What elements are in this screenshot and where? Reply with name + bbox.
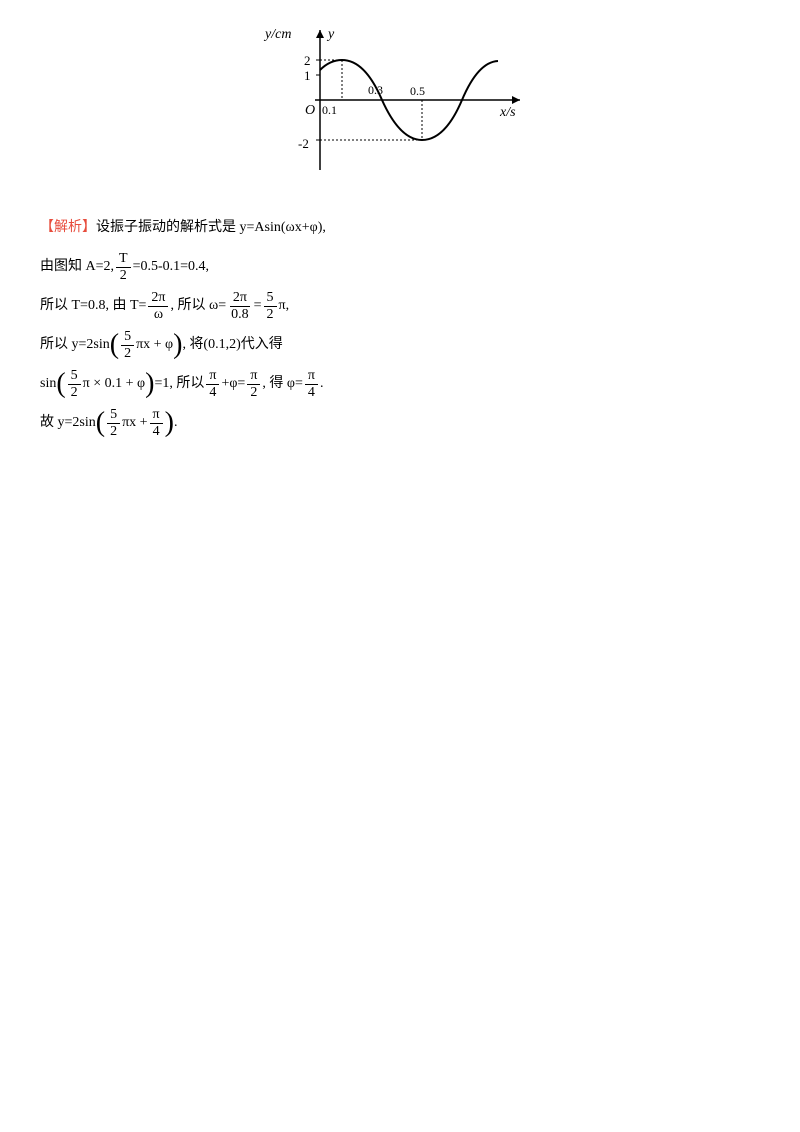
frac-num: π bbox=[305, 369, 318, 385]
xtick-01: 0.1 bbox=[322, 103, 337, 117]
frac-num: 5 bbox=[121, 330, 134, 346]
line3-frac1: 2π ω bbox=[148, 291, 168, 322]
line2-frac: T 2 bbox=[116, 252, 131, 283]
line4-prefix: 所以 y=2sin bbox=[40, 330, 110, 361]
line3-eq: = bbox=[254, 291, 262, 322]
line1-text: 设振子振动的解析式是 y=Asin(ωx+φ), bbox=[96, 213, 326, 244]
line5-prefix: sin bbox=[40, 369, 56, 400]
line5-comma: , 得 φ= bbox=[262, 369, 302, 400]
frac-num: π bbox=[206, 369, 219, 385]
frac-den: 2 bbox=[68, 385, 81, 400]
y-axis-label: y/cm bbox=[263, 27, 291, 42]
line-3: 所以 T=0.8, 由 T= 2π ω , 所以 ω= 2π 0.8 = 5 2… bbox=[40, 291, 760, 322]
ytick-2: 2 bbox=[304, 53, 311, 68]
frac-num: π bbox=[247, 369, 260, 385]
line5-frac4: π 4 bbox=[305, 369, 318, 400]
line-5: sin ( 5 2 π × 0.1 + φ ) =1, 所以 π 4 +φ= π… bbox=[40, 369, 760, 400]
frac-den: 0.8 bbox=[228, 307, 252, 322]
line4-suffix: , 将(0.1,2)代入得 bbox=[182, 330, 282, 361]
origin-label: O bbox=[305, 103, 315, 118]
frac-num: 5 bbox=[107, 408, 120, 424]
line4-mid: πx + φ bbox=[136, 330, 173, 361]
line5-plus: +φ= bbox=[221, 369, 245, 400]
frac-den: 2 bbox=[264, 307, 277, 322]
ytick-neg2: -2 bbox=[298, 136, 309, 151]
frac-num: 2π bbox=[230, 291, 250, 307]
line4-frac: 5 2 bbox=[121, 330, 134, 361]
line3-frac2: 2π 0.8 bbox=[228, 291, 252, 322]
line-4: 所以 y=2sin ( 5 2 πx + φ ) , 将(0.1,2)代入得 bbox=[40, 330, 760, 361]
line6-frac2: π 4 bbox=[150, 408, 163, 439]
graph-container: y/cm y x/s O 2 1 -2 0.1 0.3 0.5 bbox=[40, 20, 760, 193]
frac-den: 2 bbox=[247, 385, 260, 400]
y-arrow-label: y bbox=[326, 27, 335, 42]
line-2: 由图知 A=2, T 2 =0.5-0.1=0.4, bbox=[40, 252, 760, 283]
line3-mid: , 所以 ω= bbox=[170, 291, 226, 322]
line5-frac2: π 4 bbox=[206, 369, 219, 400]
line3-prefix: 所以 T=0.8, 由 T= bbox=[40, 291, 146, 322]
line-1: 【解析】 设振子振动的解析式是 y=Asin(ωx+φ), bbox=[40, 213, 760, 244]
line3-suffix: π, bbox=[279, 291, 290, 322]
frac-num: 5 bbox=[264, 291, 277, 307]
frac-num: T bbox=[116, 252, 131, 268]
line-6: 故 y=2sin ( 5 2 πx + π 4 ) . bbox=[40, 408, 760, 439]
xtick-05: 0.5 bbox=[410, 84, 425, 98]
frac-num: 5 bbox=[68, 369, 81, 385]
frac-den: 4 bbox=[305, 385, 318, 400]
frac-den: 2 bbox=[117, 268, 130, 283]
line5-frac3: π 2 bbox=[247, 369, 260, 400]
line5-suffix: . bbox=[320, 369, 324, 400]
line6-mid: πx + bbox=[122, 408, 147, 439]
ytick-1: 1 bbox=[304, 68, 311, 83]
line5-after-paren: =1, 所以 bbox=[154, 369, 204, 400]
frac-den: 2 bbox=[107, 424, 120, 439]
frac-den: 2 bbox=[121, 346, 134, 361]
line5-frac1: 5 2 bbox=[68, 369, 81, 400]
analysis-label: 【解析】 bbox=[40, 213, 96, 244]
frac-num: 2π bbox=[148, 291, 168, 307]
frac-num: π bbox=[150, 408, 163, 424]
frac-den: 4 bbox=[206, 385, 219, 400]
line6-prefix: 故 y=2sin bbox=[40, 408, 96, 439]
line6-frac1: 5 2 bbox=[107, 408, 120, 439]
x-axis-label: x/s bbox=[499, 105, 516, 120]
graph-svg: y/cm y x/s O 2 1 -2 0.1 0.3 0.5 bbox=[260, 20, 540, 180]
sine-graph: y/cm y x/s O 2 1 -2 0.1 0.3 0.5 bbox=[260, 20, 540, 193]
line5-mid: π × 0.1 + φ bbox=[83, 369, 145, 400]
frac-den: ω bbox=[151, 307, 166, 322]
line3-frac3: 5 2 bbox=[264, 291, 277, 322]
line2-suffix: =0.5-0.1=0.4, bbox=[133, 252, 209, 283]
line2-prefix: 由图知 A=2, bbox=[40, 252, 114, 283]
frac-den: 4 bbox=[150, 424, 163, 439]
line6-suffix: . bbox=[174, 408, 178, 439]
